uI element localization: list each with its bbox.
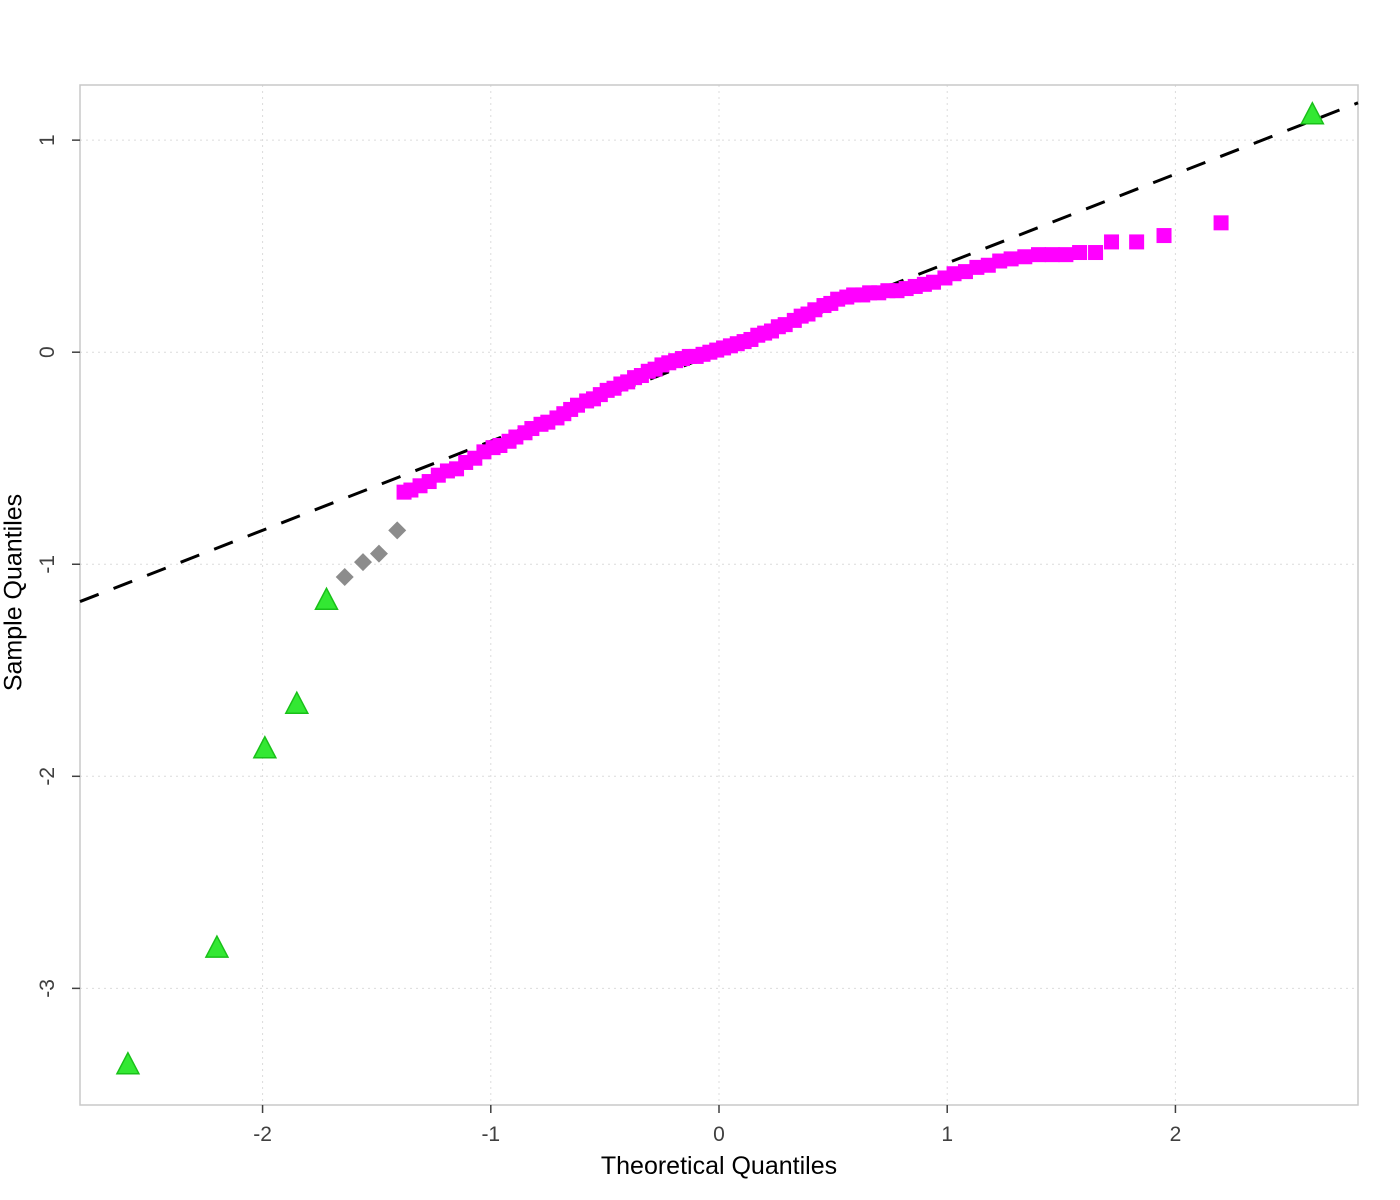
point-main-sample <box>1213 215 1229 231</box>
point-main-sample <box>1044 247 1060 263</box>
point-main-sample <box>926 274 942 290</box>
point-main-sample <box>1058 247 1074 263</box>
point-tail-outliers <box>115 1051 141 1075</box>
point-main-sample <box>1104 234 1120 250</box>
point-tail-outliers <box>314 586 339 611</box>
point-tail-outliers <box>204 934 230 958</box>
point-main-sample <box>1017 249 1033 265</box>
x-tick-label: 1 <box>941 1123 953 1146</box>
y-tick-label: -1 <box>36 555 59 574</box>
y-tick-label: -2 <box>36 767 59 786</box>
point-main-sample <box>1072 245 1088 261</box>
x-tick-label: 2 <box>1170 1123 1182 1146</box>
point-main-sample <box>969 259 985 275</box>
gridlines <box>80 85 1358 1105</box>
point-main-sample <box>980 257 996 273</box>
point-lower-transition <box>353 553 372 572</box>
point-main-sample <box>957 264 973 280</box>
y-axis-title: Sample Quantiles <box>0 493 28 692</box>
point-tail-outliers <box>252 735 278 759</box>
point-lower-transition <box>388 521 407 540</box>
series-lower-transition <box>335 521 407 586</box>
point-lower-transition <box>369 544 388 563</box>
point-main-sample <box>1031 247 1046 263</box>
x-tick-label: 0 <box>713 1123 725 1146</box>
point-main-sample <box>1129 234 1145 250</box>
point-lower-transition <box>335 567 354 586</box>
series-main-sample <box>396 215 1229 500</box>
point-main-sample <box>992 253 1008 269</box>
point-tail-outliers <box>284 690 310 714</box>
series-tail-outliers <box>115 101 1325 1075</box>
point-main-sample <box>1156 228 1172 244</box>
y-tick-label: -3 <box>36 979 59 998</box>
point-main-sample <box>1088 245 1104 261</box>
point-main-sample <box>946 266 962 282</box>
x-axis-title: Theoretical Quantiles <box>600 1152 838 1180</box>
x-tick-label: -1 <box>481 1123 500 1146</box>
point-tail-outliers <box>1300 101 1325 125</box>
y-tick-label: 0 <box>36 346 59 358</box>
point-main-sample <box>1003 251 1019 267</box>
axis-ticks: -2 -1 0 1 2 1 0 -1 -2 -3 <box>36 134 1181 1146</box>
y-tick-label: 1 <box>36 134 59 146</box>
x-tick-label: -2 <box>253 1123 272 1146</box>
